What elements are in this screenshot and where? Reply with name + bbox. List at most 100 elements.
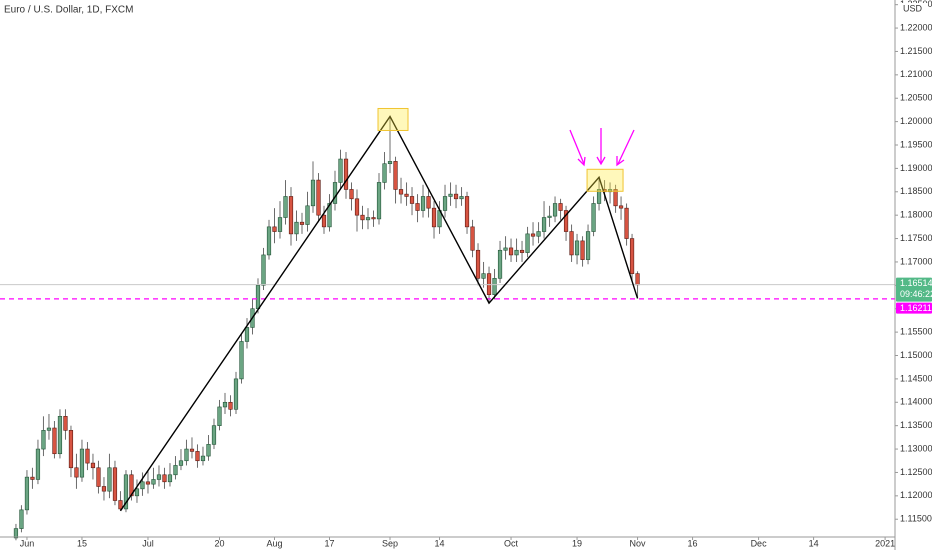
- candle-body: [552, 203, 558, 217]
- candle-body: [327, 203, 332, 228]
- candle-body: [233, 378, 239, 410]
- candle-body: [162, 474, 167, 483]
- y-tick-label: 1.14500: [900, 373, 932, 383]
- last-price-label: 1.16514: [900, 278, 932, 288]
- candle-body: [481, 273, 486, 279]
- x-tick-label: Oct: [504, 538, 519, 548]
- candle-body: [13, 528, 19, 539]
- candle-body: [387, 161, 393, 165]
- y-tick-label: 1.19500: [900, 139, 932, 149]
- candle-body: [68, 430, 74, 469]
- price-axis-panel: [895, 0, 932, 550]
- candle-body: [376, 182, 382, 220]
- candle-body: [503, 247, 508, 251]
- candle-body: [35, 448, 41, 480]
- x-tick-label: Nov: [630, 538, 647, 548]
- candle-body: [497, 249, 503, 279]
- candle-body: [184, 448, 189, 462]
- candle-body: [46, 427, 52, 431]
- y-tick-label: 1.21000: [900, 69, 932, 79]
- candle-body: [244, 327, 250, 342]
- candle-body: [228, 401, 233, 410]
- plot-area: [0, 107, 895, 541]
- highlight-box: [586, 168, 624, 192]
- arrow-head: [596, 156, 606, 166]
- candle-body: [90, 462, 96, 469]
- candle-body: [541, 217, 547, 232]
- candle-body: [596, 189, 602, 204]
- candle-body: [547, 215, 552, 218]
- candle-body: [145, 481, 151, 485]
- y-tick-label: 1.22000: [900, 22, 932, 32]
- candle-body: [365, 217, 371, 221]
- candle-body: [261, 254, 266, 286]
- candle-body: [580, 240, 585, 260]
- candle-body: [585, 231, 591, 260]
- candle-body: [79, 448, 85, 478]
- x-tick-label: Aug: [266, 538, 282, 548]
- candle-body: [420, 196, 426, 211]
- candle-body: [404, 193, 409, 197]
- candle-body: [613, 189, 618, 207]
- y-tick-label: 1.14000: [900, 397, 932, 407]
- candle-body: [360, 214, 365, 221]
- y-tick-label: 1.19000: [900, 163, 932, 173]
- y-tick-label: 1.12500: [900, 467, 932, 477]
- candle-body: [382, 163, 387, 183]
- candle-body: [151, 479, 156, 485]
- candle-body: [189, 448, 195, 452]
- candle-body: [519, 249, 525, 253]
- candle-body: [266, 226, 272, 256]
- candle-body: [574, 240, 580, 256]
- candle-body: [558, 203, 563, 211]
- y-tick-label: 1.20500: [900, 93, 932, 103]
- chart-title: Euro / U.S. Dollar, 1D, FXCM: [4, 5, 133, 16]
- y-tick-label: 1.20000: [900, 116, 932, 126]
- y-tick-label: 1.13000: [900, 443, 932, 453]
- candle-body: [140, 481, 145, 490]
- candle-body: [277, 217, 283, 232]
- candle-body: [415, 203, 420, 211]
- candle-body: [41, 430, 46, 450]
- candle-body: [453, 193, 459, 200]
- candle-body: [299, 221, 305, 225]
- candle-body: [371, 217, 376, 220]
- candle-body: [492, 278, 497, 295]
- candle-body: [167, 474, 173, 483]
- arrow: [569, 129, 585, 165]
- support-box: [896, 302, 932, 314]
- candle-body: [563, 210, 569, 232]
- x-tick-label: 16: [688, 538, 698, 548]
- x-tick-label: 20: [214, 538, 224, 548]
- candle-body: [514, 249, 519, 256]
- candle-body: [101, 486, 107, 492]
- candle-body: [338, 158, 343, 183]
- candle-body: [107, 467, 112, 492]
- candle-body: [118, 500, 123, 510]
- candle-body: [195, 451, 200, 462]
- candle-body: [30, 476, 35, 480]
- countdown-label: 09:46:22: [900, 289, 932, 299]
- candle-body: [343, 158, 349, 190]
- y-tick-label: 1.18000: [900, 210, 932, 220]
- candle-body: [156, 474, 162, 480]
- candle-body: [272, 226, 277, 232]
- candle-body: [431, 207, 437, 228]
- candle-body: [426, 196, 431, 209]
- candle-body: [475, 249, 481, 279]
- candle-body: [321, 214, 327, 228]
- candle-body: [206, 444, 211, 457]
- candle-body: [178, 460, 184, 466]
- candle-body: [354, 198, 360, 216]
- candle-body: [63, 416, 68, 431]
- candle-body: [530, 233, 536, 237]
- pattern-line: [119, 115, 639, 512]
- annotation-arrows: [569, 128, 635, 167]
- candle-body: [255, 285, 261, 310]
- x-tick-label: 19: [572, 538, 582, 548]
- candle-body: [486, 273, 492, 295]
- candle-body: [173, 465, 178, 476]
- candle-body: [239, 341, 244, 380]
